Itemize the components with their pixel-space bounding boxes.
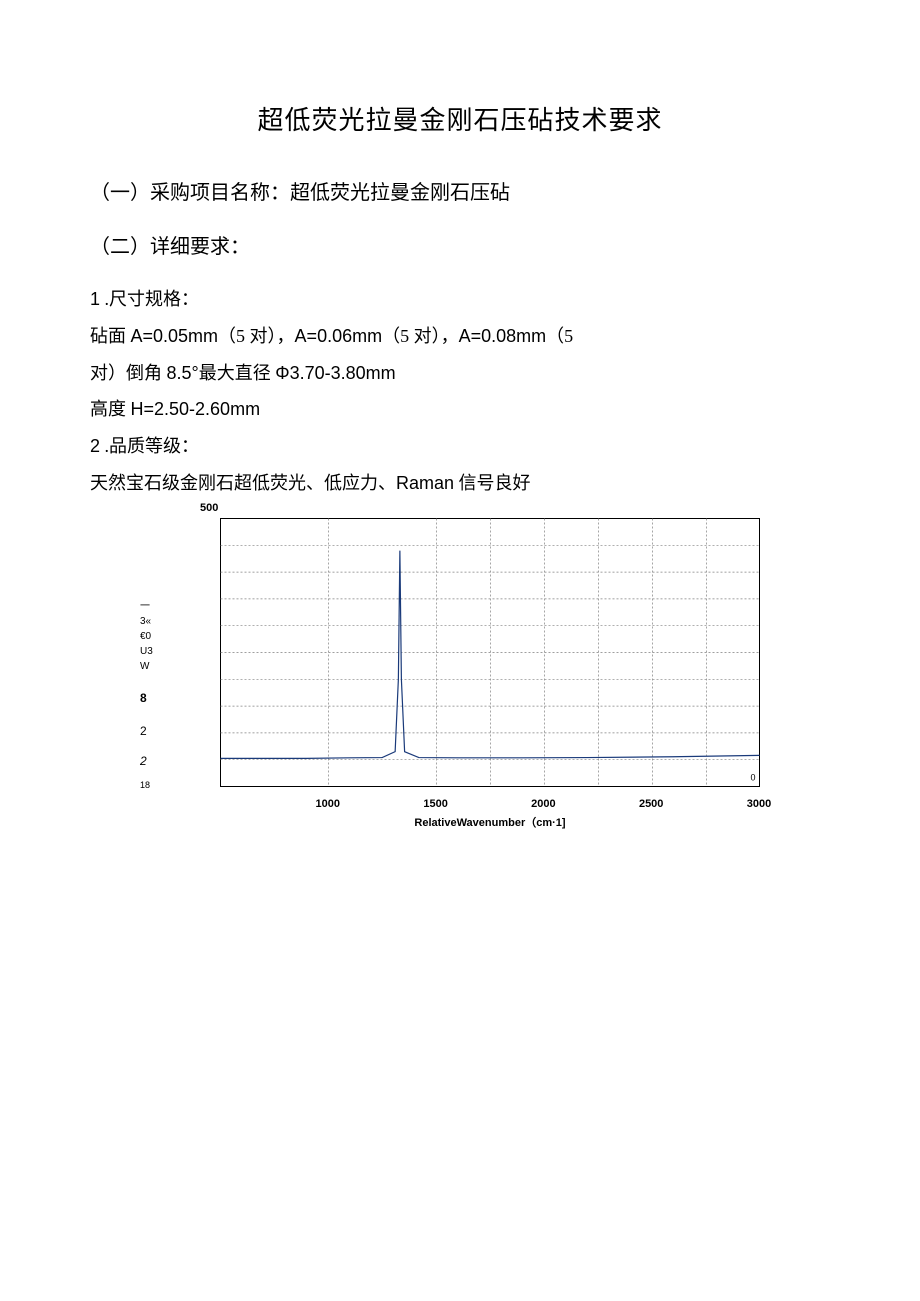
yl-0: 一 — [140, 600, 153, 613]
spec1a: 砧面 — [90, 326, 131, 346]
chart-y-top-label: 500 — [200, 502, 218, 514]
item2-label: .品质等级： — [100, 436, 199, 456]
chart-x-labels: 10001500200025003000 — [220, 798, 760, 812]
spec1f: A=0.08mm — [459, 326, 547, 346]
spec2d: Φ3.70-3.80mm — [275, 363, 395, 383]
section-2: （二）详细要求： — [90, 231, 830, 263]
section1-value: 超低荧光拉曼金刚石压砧 — [290, 182, 510, 204]
spec1g: （5 — [546, 326, 573, 346]
raman-plot-svg: 0 — [220, 508, 760, 798]
yl-2: €0 — [140, 630, 153, 643]
quality-c: 信号良好 — [454, 473, 531, 493]
chart-y-side-labels: 一 3« €0 U3 W 8 2 2 18 — [140, 598, 153, 793]
yl-7: 2 — [140, 754, 153, 770]
item1-label: .尺寸规格： — [100, 289, 199, 309]
spec-line-3: 高度 H=2.50-2.60mm — [90, 395, 830, 424]
yl-8: 18 — [140, 780, 153, 792]
spec2a: 对）倒角 — [90, 363, 167, 383]
xtick-3000: 3000 — [747, 798, 771, 810]
spec1c: （5 对）， — [218, 326, 295, 346]
xtick-2500: 2500 — [639, 798, 663, 810]
spec3a: 高度 — [90, 399, 131, 419]
raman-chart: 500 一 3« €0 U3 W 8 2 2 18 0 100015002000… — [140, 508, 790, 830]
spec1d: A=0.06mm — [295, 326, 383, 346]
spec2b: 8.5° — [167, 363, 199, 383]
svg-text:0: 0 — [750, 772, 755, 782]
quality-a: 天然宝石级金刚石超低荧光、低应力、 — [90, 473, 396, 493]
section-1: （一）采购项目名称：超低荧光拉曼金刚石压砧 — [90, 177, 830, 209]
spec1b: A=0.05mm — [131, 326, 219, 346]
yl-6: 2 — [140, 724, 153, 740]
item-1-heading: 1 .尺寸规格： — [90, 285, 830, 314]
yl-1: 3« — [140, 615, 153, 628]
spec1e: （5 对）， — [382, 326, 459, 346]
xtick-1500: 1500 — [423, 798, 447, 810]
quality-line: 天然宝石级金刚石超低荧光、低应力、Raman 信号良好 — [90, 469, 830, 498]
item2-num: 2 — [90, 436, 100, 456]
quality-b: Raman — [396, 473, 454, 493]
spec2c: 最大直径 — [199, 363, 276, 383]
xtick-1000: 1000 — [316, 798, 340, 810]
xtick-2000: 2000 — [531, 798, 555, 810]
item1-num: 1 — [90, 289, 100, 309]
item-2-heading: 2 .品质等级： — [90, 432, 830, 461]
doc-title: 超低荧光拉曼金刚石压砧技术要求 — [90, 100, 830, 137]
yl-4: W — [140, 660, 153, 673]
chart-x-title: RelativeWavenumber（cm·1] — [220, 814, 760, 830]
yl-5: 8 — [140, 691, 153, 707]
spec-line-1: 砧面 A=0.05mm（5 对），A=0.06mm（5 对），A=0.08mm（… — [90, 322, 830, 351]
spec-line-2: 对）倒角 8.5°最大直径 Φ3.70-3.80mm — [90, 359, 830, 388]
spec3b: H=2.50-2.60mm — [131, 399, 261, 419]
section1-label: （一）采购项目名称： — [90, 182, 290, 204]
yl-3: U3 — [140, 645, 153, 658]
